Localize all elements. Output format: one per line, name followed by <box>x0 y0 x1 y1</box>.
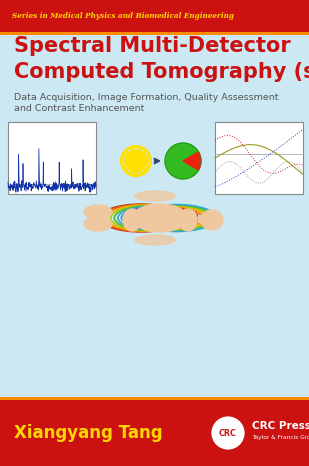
Text: CRC Press: CRC Press <box>252 421 309 431</box>
Polygon shape <box>121 164 125 170</box>
Bar <box>0 0 309 32</box>
Polygon shape <box>139 146 145 151</box>
Text: Taylor & Francis Group: Taylor & Francis Group <box>252 436 309 440</box>
Ellipse shape <box>135 191 175 201</box>
Circle shape <box>210 415 246 451</box>
Wedge shape <box>165 143 199 179</box>
Text: and Contrast Enhancement: and Contrast Enhancement <box>14 104 144 113</box>
Bar <box>215 122 303 194</box>
Bar <box>0 32 309 35</box>
Bar <box>8 122 96 194</box>
Bar <box>0 400 309 466</box>
Polygon shape <box>123 169 128 174</box>
Polygon shape <box>133 146 139 150</box>
Text: Series in Medical Physics and Biomedical Engineering: Series in Medical Physics and Biomedical… <box>12 12 234 20</box>
Ellipse shape <box>133 204 188 232</box>
Polygon shape <box>121 158 125 164</box>
Text: Computed Tomography (sMDCT): Computed Tomography (sMDCT) <box>14 62 309 82</box>
Ellipse shape <box>179 209 197 231</box>
Ellipse shape <box>123 209 141 231</box>
Text: Spectral Multi-Detector: Spectral Multi-Detector <box>14 36 291 56</box>
Polygon shape <box>133 172 139 176</box>
Polygon shape <box>139 171 145 176</box>
Bar <box>0 397 309 400</box>
Bar <box>198 215 211 223</box>
Polygon shape <box>144 169 149 174</box>
Polygon shape <box>127 146 133 151</box>
Ellipse shape <box>84 205 112 219</box>
Polygon shape <box>123 148 128 153</box>
Polygon shape <box>147 158 151 164</box>
Text: Data Acquisition, Image Formation, Quality Assessment: Data Acquisition, Image Formation, Quali… <box>14 93 278 102</box>
Ellipse shape <box>135 235 175 245</box>
Polygon shape <box>127 171 133 176</box>
Ellipse shape <box>84 217 112 231</box>
Polygon shape <box>147 164 151 170</box>
Polygon shape <box>144 148 149 153</box>
Polygon shape <box>147 152 151 158</box>
Text: CRC: CRC <box>219 429 237 438</box>
Polygon shape <box>121 152 125 158</box>
Ellipse shape <box>201 210 223 230</box>
Circle shape <box>125 150 147 172</box>
Wedge shape <box>183 152 201 170</box>
Text: Xiangyang Tang: Xiangyang Tang <box>14 424 163 442</box>
